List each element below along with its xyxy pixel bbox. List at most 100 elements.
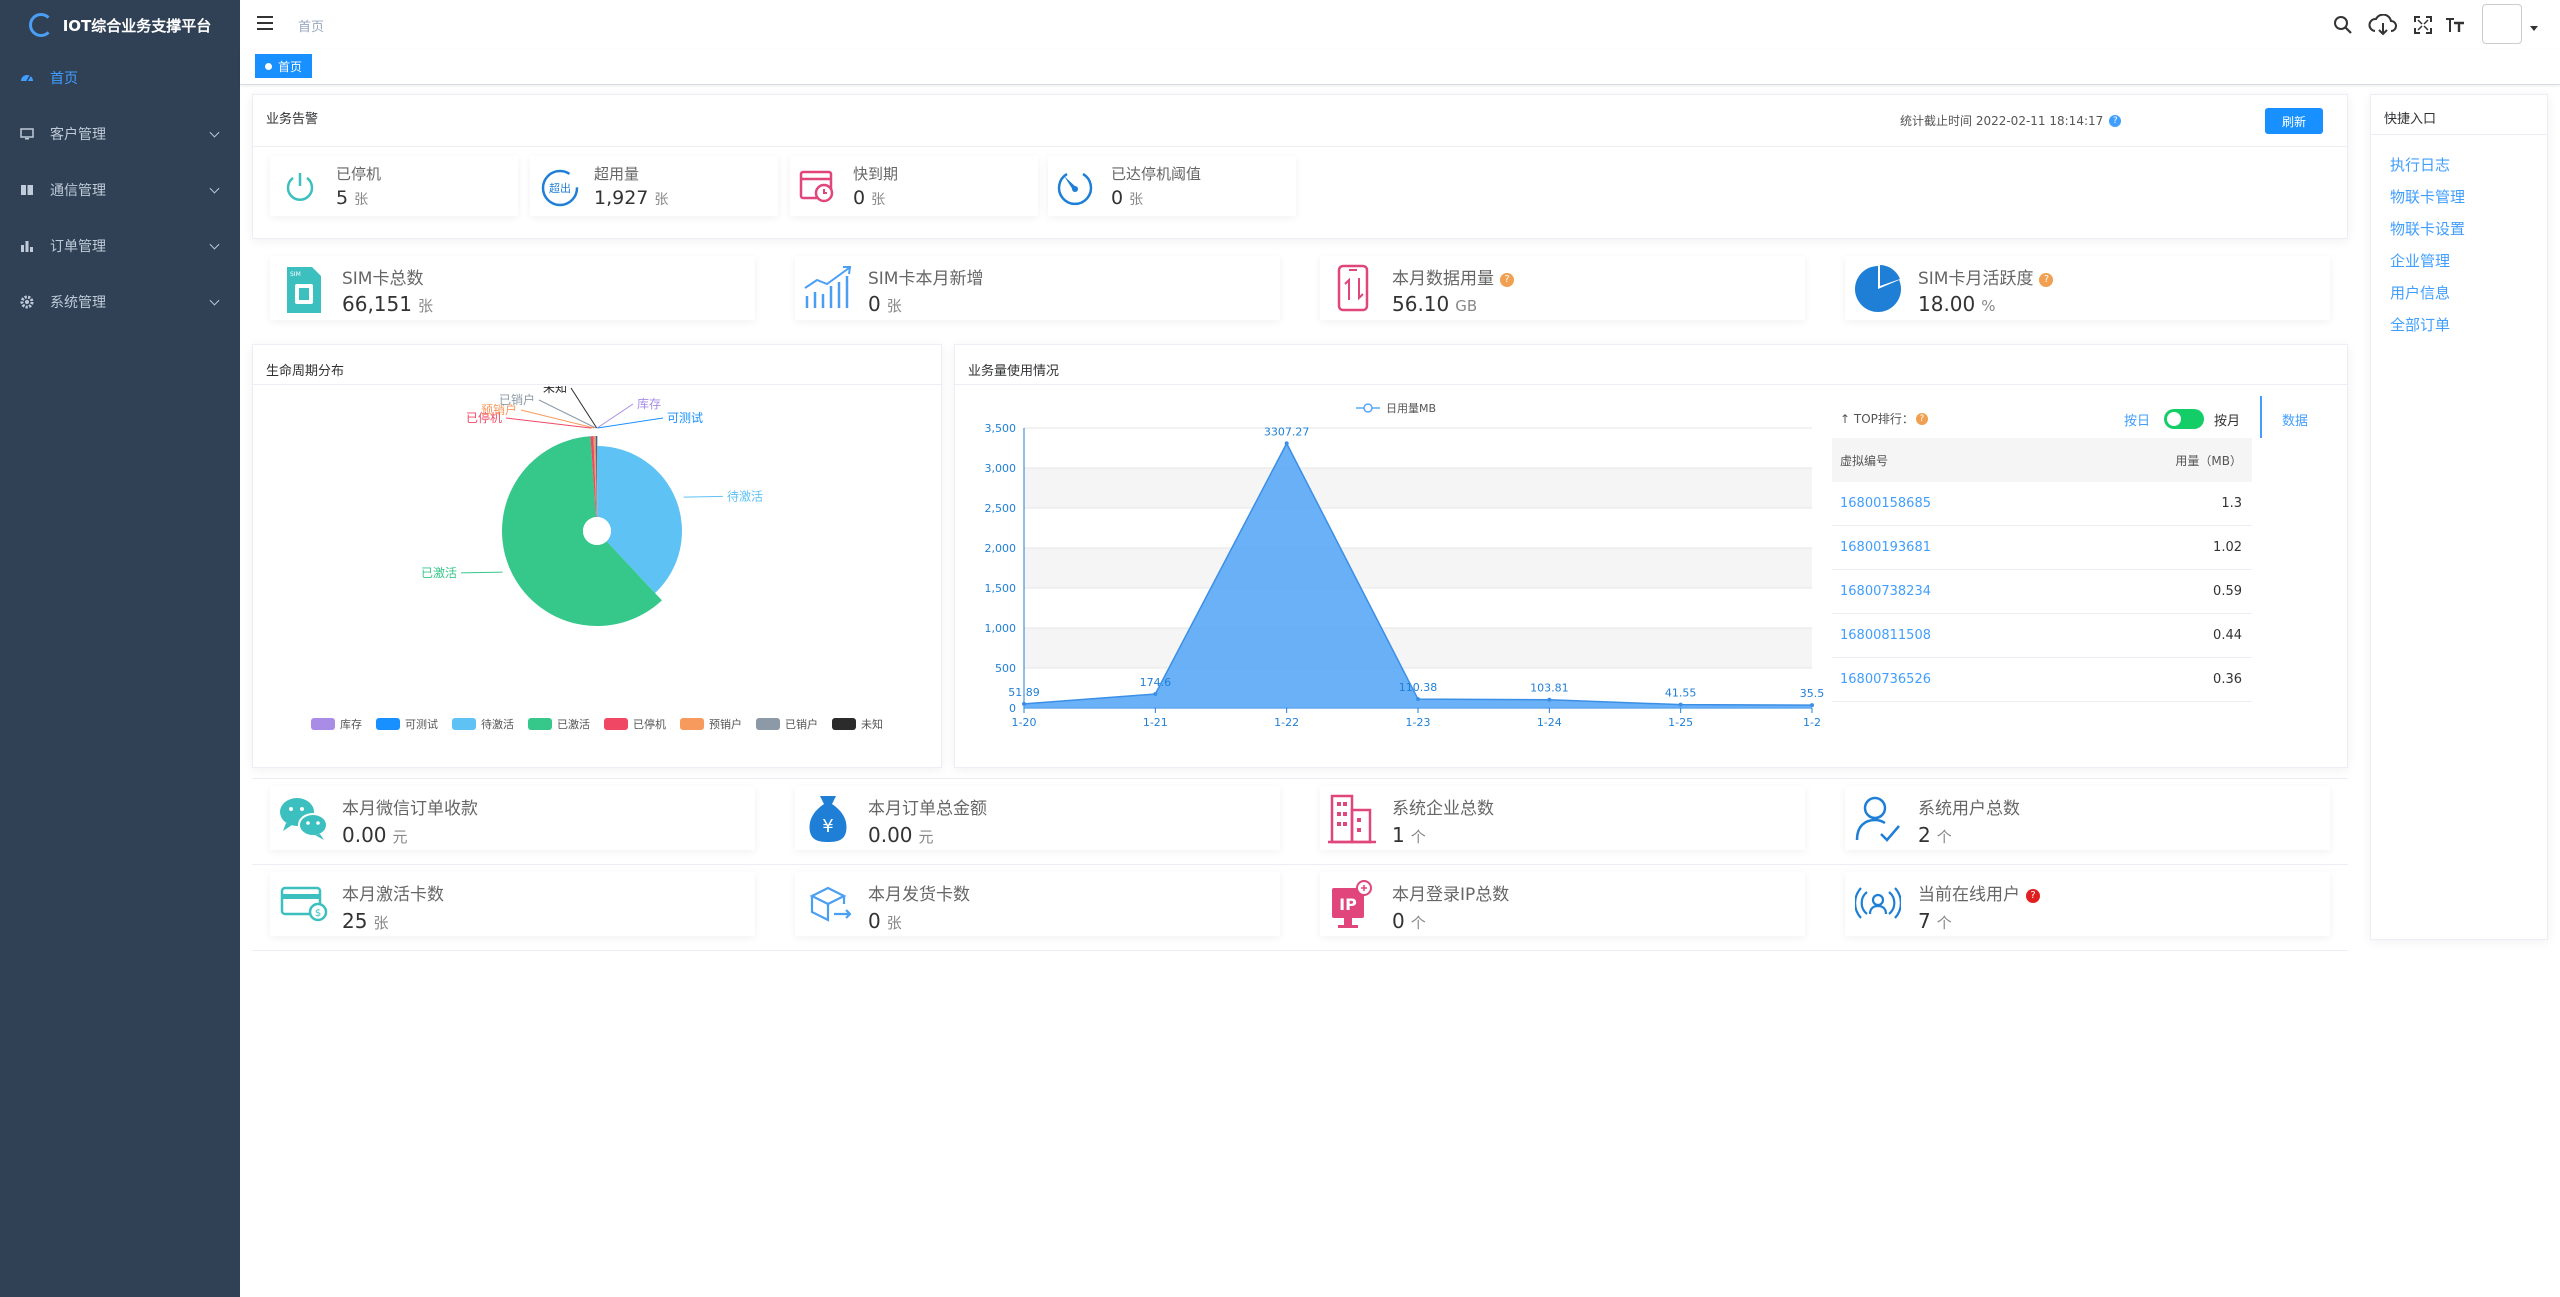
- data-point: [1416, 697, 1420, 702]
- stat-sim-total[interactable]: [270, 256, 755, 320]
- table-cell[interactable]: 16800193681: [1840, 540, 1931, 555]
- hamburger-icon[interactable]: [257, 16, 273, 30]
- summary-order-amount[interactable]: [795, 786, 1280, 850]
- app-logo[interactable]: IOT综合业务支撑平台: [0, 0, 240, 50]
- day-month-toggle[interactable]: [2164, 409, 2204, 429]
- sidebar-item-communication[interactable]: 通信管理: [0, 162, 240, 218]
- table-cell[interactable]: 16800158685: [1840, 496, 1931, 511]
- summary-activated[interactable]: [270, 872, 755, 936]
- summary-value-row: 0.00 元: [868, 823, 934, 847]
- summary-login-ip[interactable]: [1320, 872, 1805, 936]
- power-icon: [281, 168, 319, 210]
- alert-label: 已停机: [336, 165, 382, 183]
- sidebar-item-home[interactable]: 首页: [0, 50, 240, 106]
- dashboard-icon: [20, 71, 34, 85]
- summary-enterprise[interactable]: [1320, 786, 1805, 850]
- x-tick-label: 1-20: [1012, 716, 1037, 729]
- legend-item[interactable]: 已销户: [756, 716, 818, 732]
- stat-value-row: 56.10 GB: [1392, 292, 1478, 316]
- help-icon[interactable]: ?: [2039, 273, 2054, 287]
- sidebar-item-system[interactable]: 系统管理: [0, 274, 240, 330]
- stat-sim-new[interactable]: [795, 256, 1280, 320]
- stat-active-rate[interactable]: [1845, 256, 2330, 320]
- wechat-icon: [278, 795, 330, 845]
- legend-item[interactable]: 已停机: [604, 716, 666, 732]
- help-icon[interactable]: ?: [2026, 889, 2040, 903]
- table-cell[interactable]: 16800811508: [1840, 628, 1931, 643]
- table-cell[interactable]: 16800738234: [1840, 584, 1931, 599]
- avatar[interactable]: [2482, 4, 2522, 44]
- quick-link-exec-log[interactable]: 执行日志: [2390, 156, 2451, 174]
- quick-link-user-info[interactable]: 用户信息: [2390, 284, 2451, 302]
- caret-down-icon[interactable]: [2530, 26, 2538, 31]
- legend-item[interactable]: 待激活: [452, 716, 514, 732]
- alert-threshold[interactable]: [1048, 156, 1296, 216]
- font-size-icon[interactable]: [2444, 14, 2466, 36]
- alert-overuse[interactable]: [530, 156, 778, 216]
- table-cell: 1.02: [2213, 540, 2242, 555]
- data-label: 51.89: [1008, 686, 1040, 699]
- quick-link-enterprise[interactable]: 企业管理: [2390, 252, 2451, 270]
- legend-item[interactable]: 可测试: [376, 716, 438, 732]
- search-icon[interactable]: [2332, 14, 2354, 36]
- y-tick-label: 1,500: [985, 582, 1017, 595]
- legend-item[interactable]: 未知: [832, 716, 883, 732]
- sidebar-item-order[interactable]: 订单管理: [0, 218, 240, 274]
- area-legend[interactable]: 日用量MB: [1356, 400, 1436, 416]
- pie-slice: [502, 436, 662, 626]
- pie-slice-label: 已停机: [466, 410, 502, 425]
- stat-data-usage[interactable]: [1320, 256, 1805, 320]
- help-icon[interactable]: ?: [1915, 412, 1928, 425]
- monitor-icon: [20, 127, 34, 141]
- table-row[interactable]: 16800193681 1.02: [1832, 526, 2252, 570]
- pie-slice-label: 可测试: [667, 410, 703, 425]
- table-cell[interactable]: 16800736526: [1840, 672, 1931, 687]
- summary-users[interactable]: [1845, 786, 2330, 850]
- summary-online-users[interactable]: [1845, 872, 2330, 936]
- x-tick-label: 1-2: [1803, 716, 1821, 729]
- stat-label: SIM卡总数: [342, 269, 424, 289]
- legend-item[interactable]: 预销户: [680, 716, 742, 732]
- legend-item[interactable]: 已激活: [528, 716, 590, 732]
- pie-slice: [597, 436, 598, 518]
- data-point: [1678, 702, 1683, 707]
- help-icon[interactable]: ?: [1500, 273, 1514, 287]
- pie-leader-line: [520, 409, 595, 429]
- summary-label: 本月登录IP总数: [1392, 885, 1510, 905]
- toggle-day-label[interactable]: 按日: [2124, 414, 2151, 429]
- quick-link-all-orders[interactable]: 全部订单: [2390, 316, 2451, 334]
- data-point: [1284, 441, 1289, 446]
- legend-item[interactable]: 库存: [311, 716, 362, 732]
- svg-text:超出: 超出: [549, 181, 571, 195]
- breadcrumb[interactable]: 首页: [298, 20, 325, 35]
- quick-link-iot-card-manage[interactable]: 物联卡管理: [2390, 188, 2466, 206]
- sidebar-item-customer[interactable]: 客户管理: [0, 106, 240, 162]
- pie-slice: [597, 446, 682, 594]
- table-row[interactable]: 16800738234 0.59: [1832, 570, 2252, 614]
- cloud-download-icon[interactable]: [2368, 14, 2398, 36]
- svg-text:$: $: [315, 908, 321, 919]
- quick-link-iot-card-settings[interactable]: 物联卡设置: [2390, 220, 2466, 238]
- data-label: 110.38: [1399, 681, 1438, 694]
- x-tick-label: 1-24: [1537, 716, 1562, 729]
- help-icon[interactable]: ?: [2109, 115, 2122, 127]
- tab-data[interactable]: 数据: [2282, 414, 2309, 429]
- data-point: [1153, 692, 1158, 697]
- table-row[interactable]: 16800158685 1.3: [1832, 482, 2252, 526]
- refresh-button[interactable]: 刷新: [2265, 108, 2323, 134]
- alert-value-row: 1,927 张: [594, 187, 669, 209]
- fullscreen-icon[interactable]: [2412, 14, 2434, 36]
- sidebar-item-label: 首页: [50, 71, 78, 87]
- tab-home[interactable]: 首页: [255, 54, 313, 78]
- sidebar-item-label: 通信管理: [50, 183, 106, 199]
- legend-swatch: [452, 718, 476, 730]
- legend-label: 已激活: [557, 718, 590, 731]
- toggle-month-label[interactable]: 按月: [2214, 414, 2241, 429]
- table-row[interactable]: 16800811508 0.44: [1832, 614, 2252, 658]
- legend-swatch: [604, 718, 628, 730]
- summary-wechat[interactable]: [270, 786, 755, 850]
- summary-shipped[interactable]: [795, 872, 1280, 936]
- table-row[interactable]: 16800736526 0.36: [1832, 658, 2252, 702]
